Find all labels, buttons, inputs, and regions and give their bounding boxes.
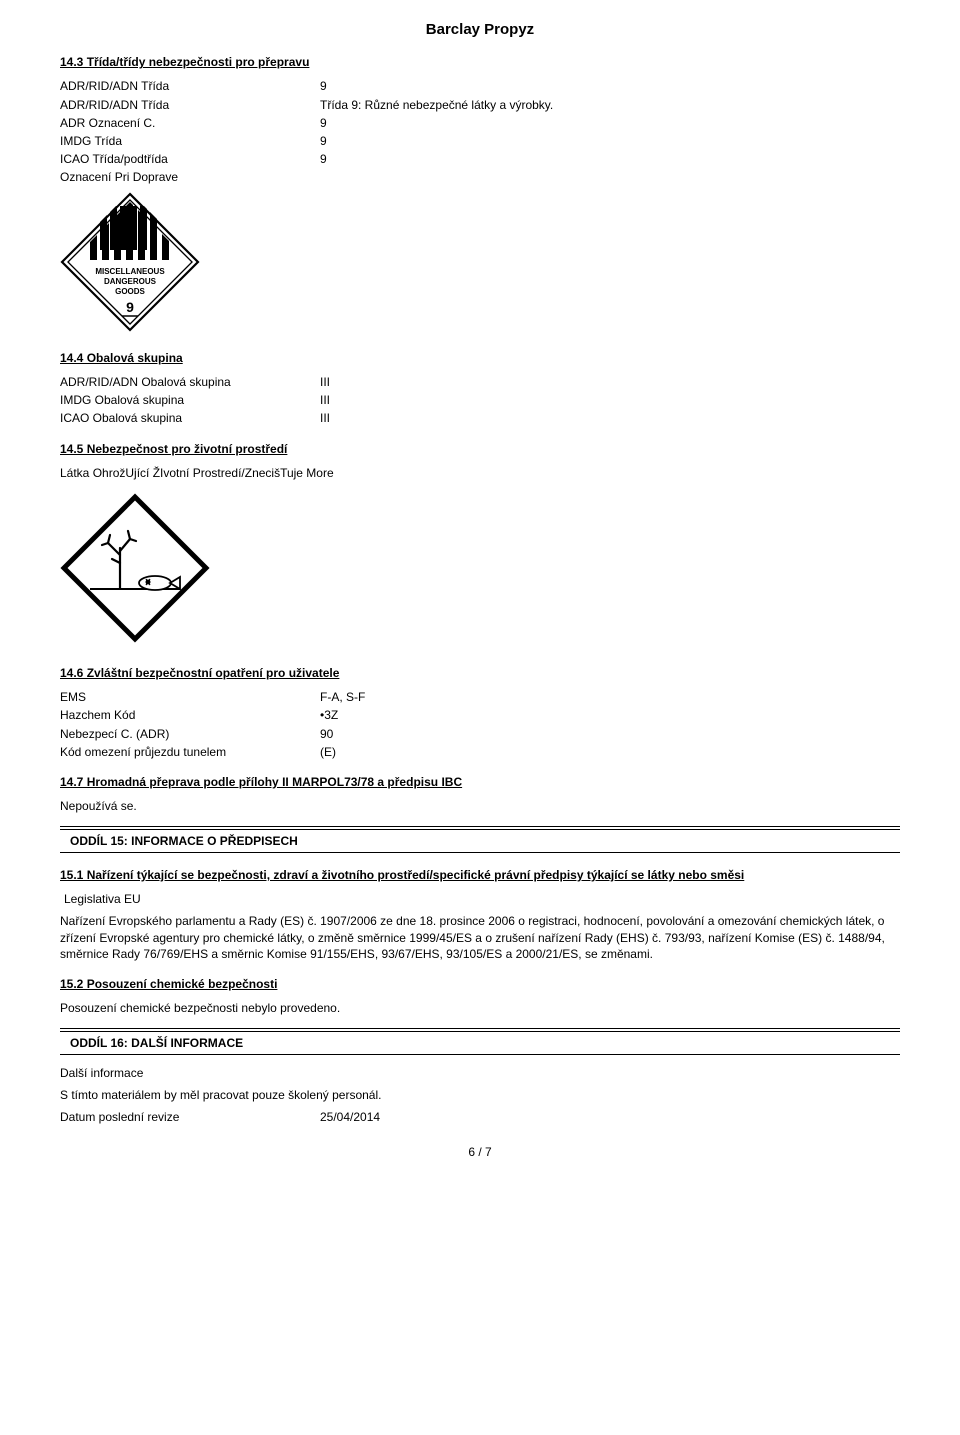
kv-value: •3Z xyxy=(320,707,338,723)
kv-row: Oznacení Pri Doprave xyxy=(60,169,900,185)
kv-row: ADR/RID/ADN Obalová skupina III xyxy=(60,374,900,390)
section-15-2-text: Posouzení chemické bezpečnosti nebylo pr… xyxy=(60,1000,900,1016)
kv-label: Kód omezení průjezdu tunelem xyxy=(60,744,320,760)
kv-label: ADR/RID/ADN Třída xyxy=(60,78,320,94)
kv-label: ADR Oznacení C. xyxy=(60,115,320,131)
kv-label: Nebezpecí C. (ADR) xyxy=(60,726,320,742)
document-title: Barclay Propyz xyxy=(60,20,900,40)
kv-row: ADR Oznacení C. 9 xyxy=(60,115,900,131)
environment-hazard-pictogram xyxy=(60,487,900,651)
kv-value: (E) xyxy=(320,744,336,760)
page-footer: 6 / 7 xyxy=(60,1144,900,1160)
section-14-5-text: Látka OhrožUjící ŽIvotní Prostredí/Zneci… xyxy=(60,465,900,481)
placard-text-1: MISCELLANEOUS xyxy=(95,267,165,276)
kv-label: Oznacení Pri Doprave xyxy=(60,169,320,185)
kv-value: 9 xyxy=(320,78,327,94)
kv-row: EMS F-A, S-F xyxy=(60,689,900,705)
kv-value: 90 xyxy=(320,726,333,742)
kv-row: ADR/RID/ADN Třída Třída 9: Různé nebezpe… xyxy=(60,97,900,113)
kv-label: ICAO Třída/podtřída xyxy=(60,151,320,167)
section-15-2-heading: 15.2 Posouzení chemické bezpečnosti xyxy=(60,976,900,992)
placard-text-2: DANGEROUS xyxy=(104,277,157,286)
section-14-6-heading: 14.6 Zvláštní bezpečnostní opatření pro … xyxy=(60,665,900,681)
kv-label: ADR/RID/ADN Třída xyxy=(60,97,320,113)
kv-value: 9 xyxy=(320,133,327,149)
kv-label: IMDG Trída xyxy=(60,133,320,149)
kv-row: Nebezpecí C. (ADR) 90 xyxy=(60,726,900,742)
kv-label: IMDG Obalová skupina xyxy=(60,392,320,408)
section-14-5-heading: 14.5 Nebezpečnost pro životní prostředí xyxy=(60,441,900,457)
placard-class-number: 9 xyxy=(126,299,134,315)
kv-label: EMS xyxy=(60,689,320,705)
misc-dangerous-goods-icon: MISCELLANEOUS DANGEROUS GOODS 9 xyxy=(60,192,200,332)
kv-value: 9 xyxy=(320,151,327,167)
section-14-7-text: Nepoužívá se. xyxy=(60,798,900,814)
class9-placard: MISCELLANEOUS DANGEROUS GOODS 9 xyxy=(60,192,900,336)
section-15-1-heading: 15.1 Nařízení týkající se bezpečnosti, z… xyxy=(60,867,900,883)
kv-value: F-A, S-F xyxy=(320,689,365,705)
kv-label: ADR/RID/ADN Obalová skupina xyxy=(60,374,320,390)
kv-row: Kód omezení průjezdu tunelem (E) xyxy=(60,744,900,760)
oddil-16-bar: ODDÍL 16: DALŠÍ INFORMACE xyxy=(60,1028,900,1055)
environment-hazard-icon xyxy=(60,493,210,643)
kv-row: IMDG Trída 9 xyxy=(60,133,900,149)
placard-text-3: GOODS xyxy=(115,287,145,296)
legislativa-eu-label: Legislativa EU xyxy=(64,891,900,907)
kv-value: Třída 9: Různé nebezpečné látky a výrobk… xyxy=(320,97,553,113)
kv-row: Hazchem Kód •3Z xyxy=(60,707,900,723)
section-14-3-heading: 14.3 Třída/třídy nebezpečnosti pro přepr… xyxy=(60,54,900,70)
kv-row: ICAO Třída/podtřída 9 xyxy=(60,151,900,167)
revision-date-value: 25/04/2014 xyxy=(320,1109,380,1125)
section-14-4-heading: 14.4 Obalová skupina xyxy=(60,350,900,366)
revision-date-label: Datum poslední revize xyxy=(60,1109,320,1125)
oddil-16-title: ODDÍL 16: DALŠÍ INFORMACE xyxy=(60,1031,900,1055)
oddil-15-title: ODDÍL 15: INFORMACE O PŘEDPISECH xyxy=(60,829,900,853)
dalsi-informace-text: S tímto materiálem by měl pracovat pouze… xyxy=(60,1087,900,1103)
section-14-7-heading: 14.7 Hromadná přeprava podle přílohy II … xyxy=(60,774,900,790)
kv-row: ICAO Obalová skupina III xyxy=(60,410,900,426)
kv-label: ICAO Obalová skupina xyxy=(60,410,320,426)
dalsi-informace-label: Další informace xyxy=(60,1065,900,1081)
kv-value: III xyxy=(320,392,330,408)
kv-value: 9 xyxy=(320,115,327,131)
kv-value: III xyxy=(320,374,330,390)
oddil-15-bar: ODDÍL 15: INFORMACE O PŘEDPISECH xyxy=(60,826,900,853)
kv-row: ADR/RID/ADN Třída 9 xyxy=(60,78,900,94)
kv-row: Datum poslední revize 25/04/2014 xyxy=(60,1109,900,1125)
kv-label: Hazchem Kód xyxy=(60,707,320,723)
legislativa-eu-text: Nařízení Evropského parlamentu a Rady (E… xyxy=(60,913,900,962)
kv-row: IMDG Obalová skupina III xyxy=(60,392,900,408)
kv-value: III xyxy=(320,410,330,426)
